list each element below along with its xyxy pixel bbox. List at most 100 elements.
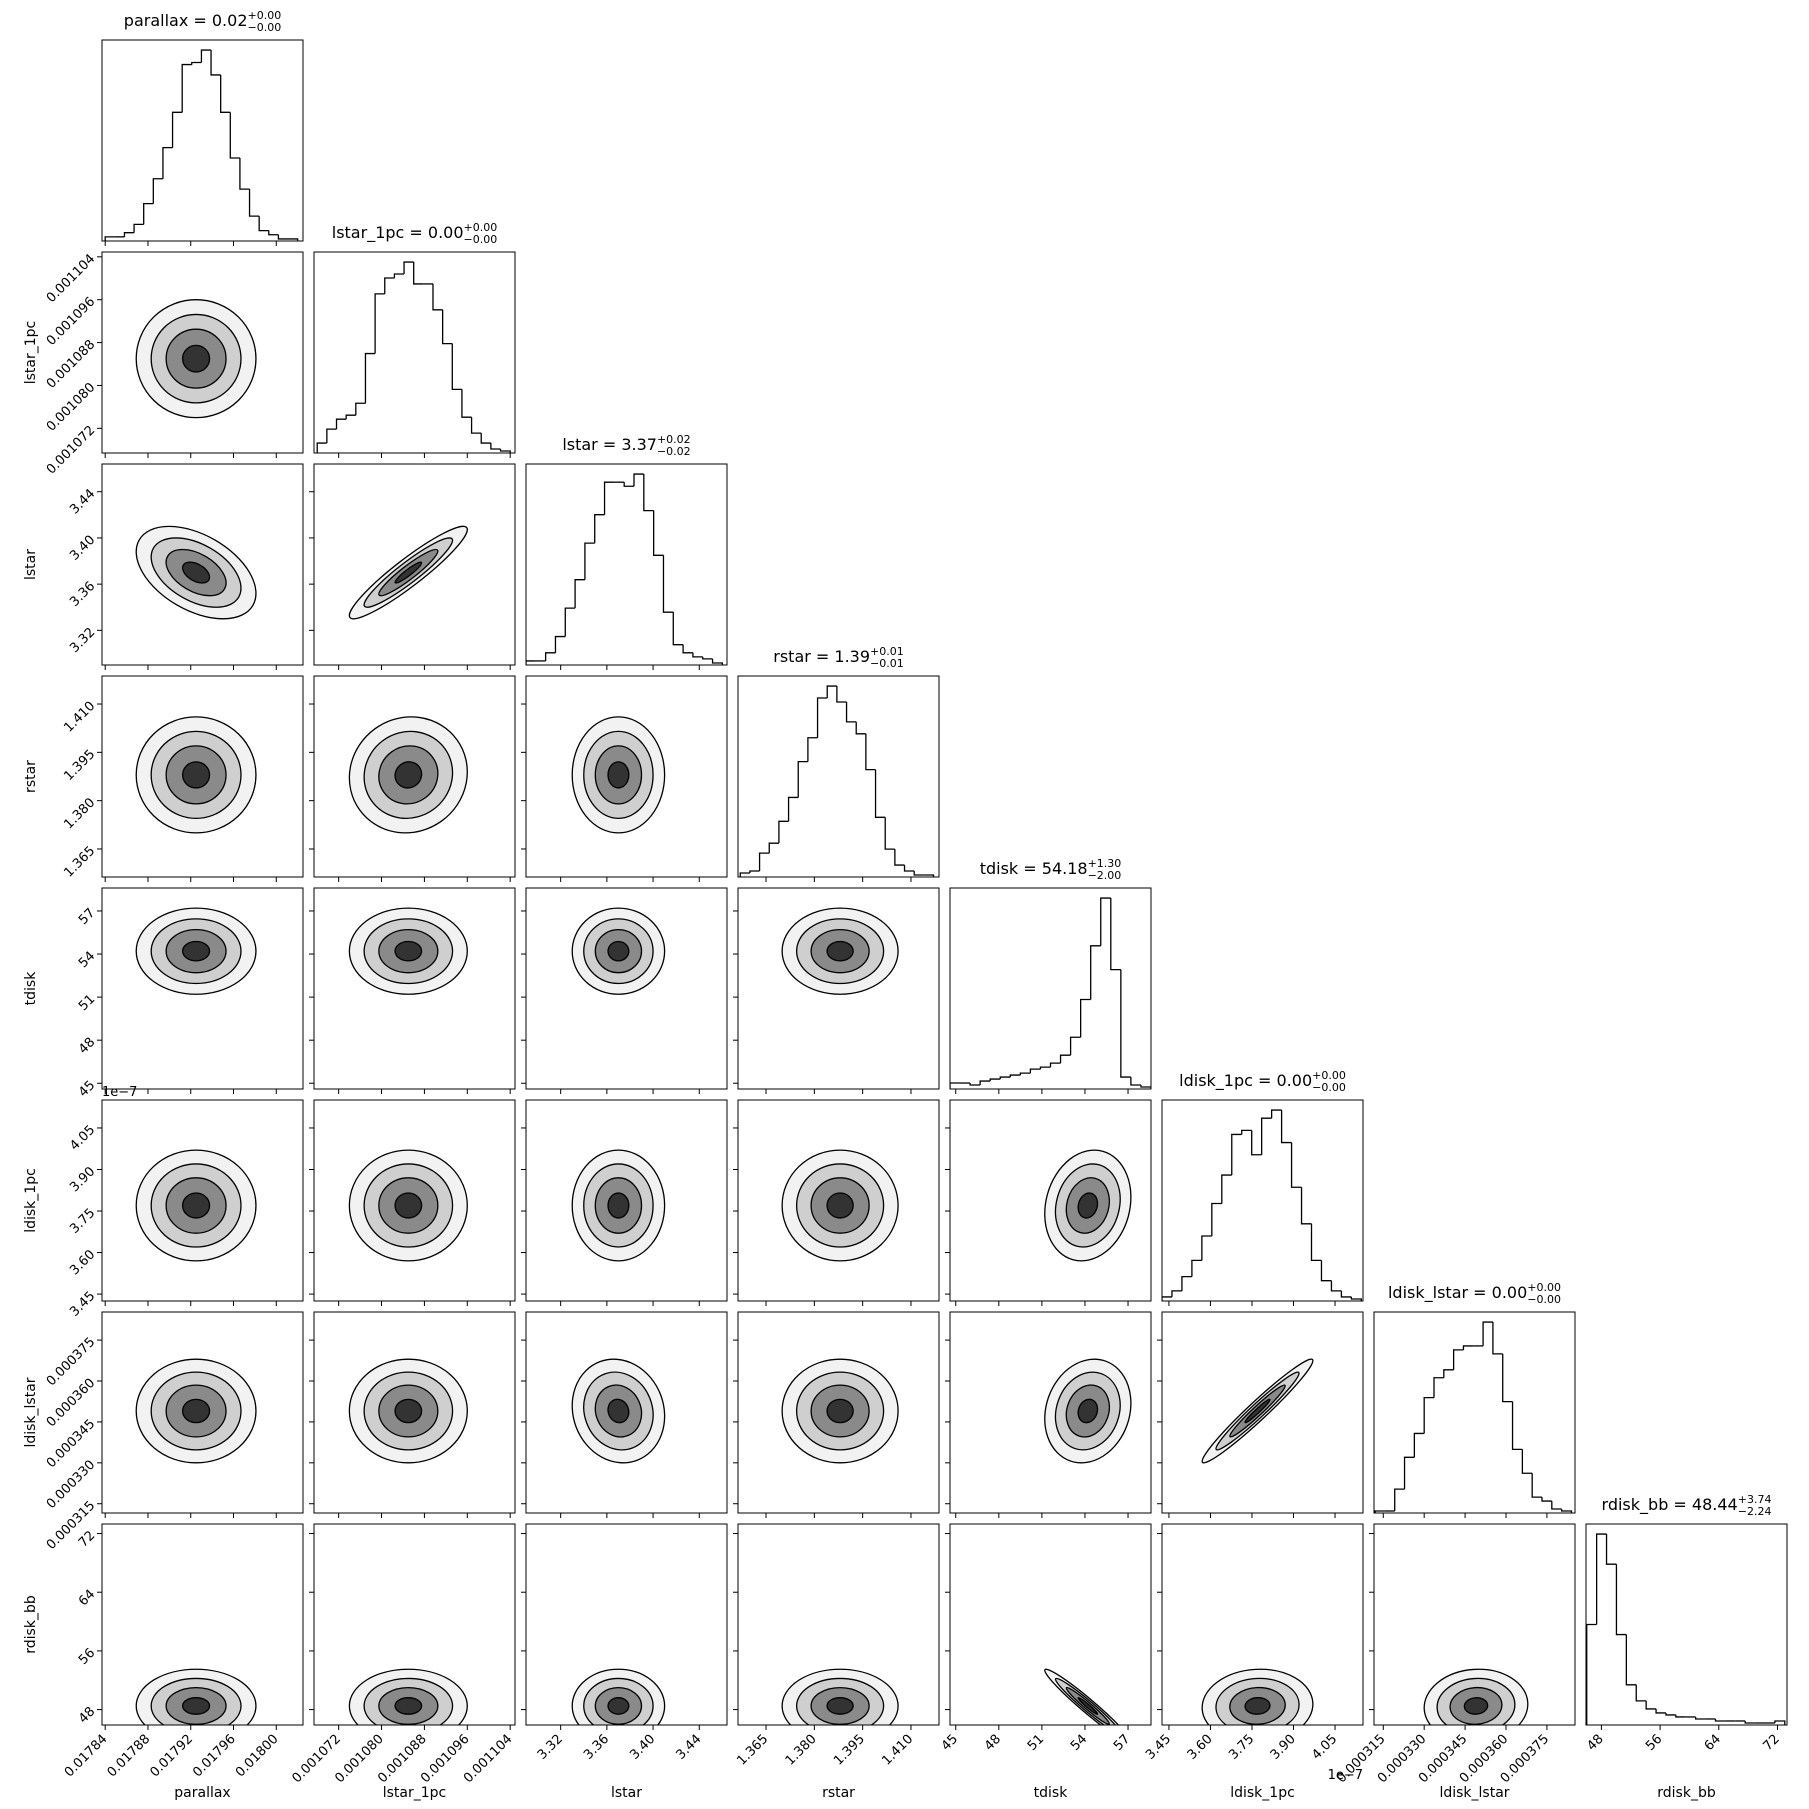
hist-bin bbox=[1560, 1509, 1573, 1513]
y-axis-label: ldisk_lstar bbox=[23, 1377, 39, 1447]
contours bbox=[781, 1149, 899, 1262]
hist-bin bbox=[1744, 1720, 1756, 1724]
hist-bin bbox=[797, 760, 808, 798]
contour bbox=[1077, 1192, 1099, 1219]
contour bbox=[607, 940, 630, 962]
panel: 3.32 3.36 3.40 3.44 bbox=[521, 1523, 728, 1763]
y-tick-label: 3.40 bbox=[67, 533, 98, 564]
panel bbox=[1157, 1311, 1364, 1518]
panel: ldisk_lstar = 0.00+0.00 −0.00 bbox=[1373, 1281, 1576, 1518]
panel: 48 56 64 72 rdisk_bb = 48.44+3.74 −2.24 bbox=[1584, 1493, 1788, 1754]
panel: tdisk = 54.18+1.30 −2.00 bbox=[949, 857, 1152, 1094]
contours bbox=[1044, 1358, 1132, 1464]
hist-bin bbox=[470, 417, 482, 434]
hist-bin bbox=[1059, 1054, 1071, 1064]
panel bbox=[521, 675, 728, 882]
contour bbox=[181, 1398, 211, 1424]
contour bbox=[1077, 1398, 1099, 1424]
x-axis-label: tdisk bbox=[1034, 1785, 1069, 1801]
hist-bin bbox=[1394, 1488, 1405, 1512]
panel-title: lstar = 3.37+0.02 −0.02 bbox=[562, 433, 690, 458]
hist-bin bbox=[490, 443, 501, 450]
hist-bin bbox=[1605, 1534, 1617, 1565]
hist-bin bbox=[1191, 1259, 1202, 1277]
y-tick-label: 51 bbox=[76, 992, 98, 1014]
hist-bin bbox=[778, 820, 789, 844]
hist-bin bbox=[855, 721, 866, 735]
hist-bin bbox=[258, 216, 269, 232]
y-tick-label: 1.365 bbox=[61, 844, 98, 881]
x-axis-label: parallax bbox=[174, 1785, 230, 1801]
hist-bin bbox=[374, 293, 385, 354]
x-tick-label: 0.01788 bbox=[105, 1732, 154, 1781]
hist-bin bbox=[1009, 1074, 1021, 1078]
contour bbox=[607, 1398, 630, 1424]
hist-bin bbox=[1551, 1501, 1562, 1510]
hist-bin bbox=[1443, 1369, 1454, 1378]
x-tick-label: 48 bbox=[982, 1732, 1004, 1754]
contour bbox=[394, 561, 423, 584]
hist-bin bbox=[845, 701, 857, 723]
x-tick-label: 3.36 bbox=[581, 1732, 612, 1763]
contours bbox=[1201, 1358, 1314, 1464]
panel: ldisk_1pc = 0.00+0.00 −0.00 bbox=[1161, 1069, 1364, 1306]
title-plus: +0.01 bbox=[870, 645, 904, 658]
panel-frame bbox=[101, 1099, 304, 1302]
hist-bin bbox=[441, 309, 453, 345]
hist-bin bbox=[123, 232, 135, 237]
panel-title: ldisk_1pc = 0.00+0.00 −0.00 bbox=[1179, 1069, 1346, 1094]
hist-bin bbox=[1162, 1296, 1172, 1301]
contour bbox=[826, 940, 854, 962]
x-tick-label: 1.395 bbox=[831, 1732, 868, 1769]
hist-bin bbox=[1320, 1260, 1332, 1282]
hist-bin bbox=[229, 112, 240, 159]
y-axis-label: lstar bbox=[23, 549, 39, 580]
hist-bin bbox=[787, 796, 799, 822]
title-text: lstar_1pc = 0.00 bbox=[332, 223, 464, 243]
contour bbox=[1244, 1398, 1271, 1424]
title-minus: −0.00 bbox=[1527, 1293, 1561, 1306]
panel-frame bbox=[313, 1523, 516, 1726]
hist-bin bbox=[1201, 1235, 1212, 1261]
y-tick-label: 64 bbox=[76, 1587, 98, 1609]
hist-bin bbox=[1511, 1401, 1523, 1450]
hist-bin bbox=[1080, 998, 1091, 1038]
title-text: ldisk_1pc = 0.00 bbox=[1179, 1071, 1312, 1091]
hist-bin bbox=[384, 277, 395, 294]
hist-bin bbox=[1120, 969, 1131, 1078]
offset-text: 1e−7 bbox=[102, 1085, 137, 1100]
contour bbox=[181, 1192, 211, 1219]
y-tick-label: 3.36 bbox=[67, 579, 98, 610]
hist-bin bbox=[1586, 1623, 1597, 1725]
x-tick-label: 4.05 bbox=[1309, 1732, 1340, 1763]
panel-frame bbox=[737, 1311, 940, 1514]
hist-bin bbox=[692, 652, 703, 658]
hist-bin bbox=[162, 146, 173, 179]
panel: 1.365 1.380 1.395 1.410 bbox=[733, 1523, 940, 1769]
contour bbox=[607, 761, 630, 789]
hist-bin bbox=[1330, 1280, 1342, 1292]
panel: 3.45 3.60 3.75 3.90 4.05 bbox=[1143, 1523, 1364, 1763]
contours bbox=[781, 1358, 899, 1464]
contour bbox=[394, 761, 423, 789]
panel bbox=[733, 1099, 940, 1306]
panel-frame bbox=[525, 463, 728, 666]
panel-title: parallax = 0.02+0.00 −0.00 bbox=[124, 9, 281, 34]
hist-bin bbox=[1100, 897, 1111, 946]
hist-bin bbox=[544, 652, 556, 661]
panel bbox=[309, 463, 516, 670]
hist-bin bbox=[979, 1080, 991, 1086]
panel: 45 48 51 54 57 bbox=[939, 1523, 1152, 1754]
hist-bin bbox=[807, 737, 818, 762]
x-tick-label: 1.365 bbox=[734, 1732, 771, 1769]
hist-bin bbox=[200, 49, 212, 63]
x-tick-label: 3.60 bbox=[1185, 1732, 1216, 1763]
contour bbox=[607, 1192, 630, 1219]
x-axis-label: ldisk_1pc bbox=[1230, 1785, 1295, 1801]
hist-bin bbox=[432, 283, 443, 311]
